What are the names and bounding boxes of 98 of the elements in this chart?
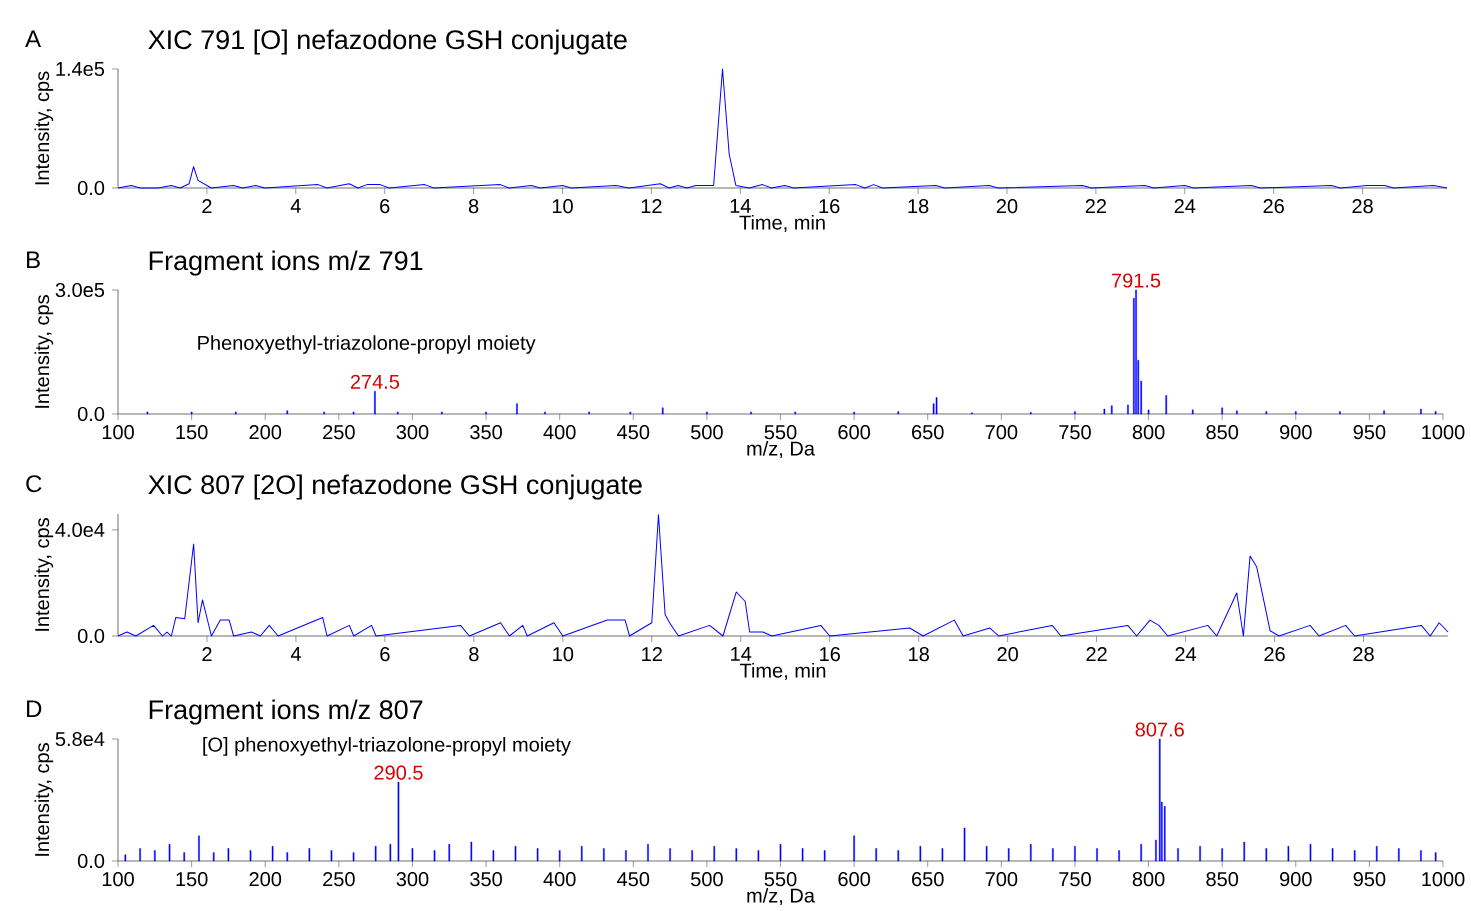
x-tick-label: 28 xyxy=(1352,199,1373,214)
chart-title: Fragment ions m/z 807 xyxy=(149,699,423,725)
x-tick-label: 300 xyxy=(396,425,429,440)
y-tick-label: 0.0 xyxy=(77,628,105,644)
x-tick-label: 950 xyxy=(1353,425,1386,440)
x-tick-label: 200 xyxy=(249,425,282,440)
y-tick-label: 0.0 xyxy=(77,406,105,422)
x-tick-label: 300 xyxy=(396,872,429,887)
x-tick-label: 24 xyxy=(1175,647,1197,662)
x-tick-label: 450 xyxy=(617,872,650,887)
x-tick-label: 550 xyxy=(764,425,797,440)
text: A xyxy=(25,30,42,47)
x-tick-label: 350 xyxy=(470,425,502,440)
x-tick-label: 6 xyxy=(380,199,390,214)
x-tick-label: 750 xyxy=(1059,872,1091,887)
x-tick-label: 650 xyxy=(912,425,944,440)
x-tick-label: 600 xyxy=(838,872,871,887)
x-tick-label: 10 xyxy=(553,647,574,662)
x-tick-label: 900 xyxy=(1280,425,1312,440)
x-tick-label: 2 xyxy=(202,199,212,214)
x-tick-label: 700 xyxy=(985,425,1018,440)
x-tick-label: 250 xyxy=(323,872,355,887)
x-tick-label: 800 xyxy=(1132,425,1165,440)
annotation: 791.5 xyxy=(1112,273,1161,288)
x-axis-title: m/z, Da xyxy=(747,440,815,459)
x-tick-label: 500 xyxy=(691,425,723,440)
x-tick-label: 900 xyxy=(1280,872,1312,887)
x-tick-label: 750 xyxy=(1059,425,1091,440)
x-tick-label: 150 xyxy=(176,425,208,440)
x-axis-title: Time, min xyxy=(739,214,825,233)
chart-title: XIC 807 [2O] nefazodone GSH conjugate xyxy=(148,474,642,500)
x-tick-label: 600 xyxy=(838,425,871,440)
y-axis-title: Intensity, cps xyxy=(34,518,54,631)
x-tick-label: 16 xyxy=(820,647,840,662)
x-tick-label: 8 xyxy=(468,199,479,214)
annotation: 807.6 xyxy=(1135,722,1184,737)
x-tick-label: 20 xyxy=(997,647,1018,662)
x-tick-label: 6 xyxy=(380,647,390,662)
y-tick-label: 4.0e4 xyxy=(55,522,105,537)
y-tick-label: 3.0e5 xyxy=(55,282,105,298)
x-tick-label: 18 xyxy=(909,647,929,662)
y-tick-label: 1.4e5 xyxy=(56,62,105,76)
x-tick-label: 2 xyxy=(202,647,212,662)
x-tick-label: 650 xyxy=(912,872,944,887)
x-tick-label: 8 xyxy=(469,647,479,662)
line-series xyxy=(117,68,1448,189)
x-axis-title: m/z, Da xyxy=(747,887,815,906)
y-tick-label: 0.0 xyxy=(77,180,105,196)
x-tick-label: 4 xyxy=(290,199,301,213)
x-tick-label: 400 xyxy=(543,425,576,440)
chart-title: XIC 791 [O] nefazodone GSH conjugate xyxy=(148,29,627,55)
y-axis-title: Intensity, cps xyxy=(34,295,54,408)
x-tick-label: 850 xyxy=(1206,425,1239,440)
x-tick-label: 12 xyxy=(642,647,662,662)
x-tick-label: 22 xyxy=(1085,199,1106,214)
x-tick-label: 500 xyxy=(691,872,723,887)
x-tick-label: 28 xyxy=(1353,647,1374,662)
x-tick-label: 800 xyxy=(1132,872,1165,887)
x-tick-label: 1000 xyxy=(1422,872,1465,887)
x-tick-label: 850 xyxy=(1206,872,1239,887)
x-tick-label: 12 xyxy=(641,199,662,214)
text: D xyxy=(27,700,42,718)
x-tick-label: 250 xyxy=(323,425,355,440)
y-tick-label: 5.8e4 xyxy=(55,731,105,747)
x-tick-label: 450 xyxy=(617,425,650,440)
y-tick-label: 0.0 xyxy=(77,853,105,869)
x-tick-label: 100 xyxy=(102,872,134,887)
chart-title: Fragment ions m/z 791 xyxy=(149,250,423,276)
x-tick-label: 100 xyxy=(102,425,134,440)
x-tick-label: 4 xyxy=(290,647,301,661)
x-tick-label: 14 xyxy=(731,647,752,661)
annotation: Phenoxyethyl-triazolone-propyl moiety xyxy=(198,335,536,354)
x-tick-label: 26 xyxy=(1264,647,1285,662)
x-tick-label: 350 xyxy=(470,872,502,887)
x-tick-label: 700 xyxy=(985,872,1018,887)
x-tick-label: 22 xyxy=(1086,647,1107,662)
x-tick-label: 16 xyxy=(819,199,840,214)
x-tick-label: 18 xyxy=(908,199,929,214)
x-axis-title: Time, min xyxy=(739,662,826,681)
x-tick-label: 20 xyxy=(996,199,1018,214)
x-tick-label: 950 xyxy=(1353,872,1386,887)
x-tick-label: 10 xyxy=(552,199,573,214)
y-axis-title: Intensity, cps xyxy=(34,743,54,856)
line-series xyxy=(117,514,1449,637)
x-tick-label: 24 xyxy=(1174,199,1196,214)
y-axis-title: Intensity, cps xyxy=(34,71,54,185)
x-tick-label: 26 xyxy=(1263,199,1284,214)
x-tick-label: 150 xyxy=(176,872,208,887)
annotation: 290.5 xyxy=(374,765,423,780)
text: C xyxy=(26,475,42,493)
annotation: [O] phenoxyethyl-triazolone-propyl moiety xyxy=(203,737,571,756)
x-tick-label: 200 xyxy=(249,872,282,887)
x-tick-label: 14 xyxy=(730,199,751,213)
annotation: 274.5 xyxy=(350,374,400,389)
x-tick-label: 1000 xyxy=(1422,425,1465,440)
x-tick-label: 550 xyxy=(764,872,797,887)
x-tick-label: 400 xyxy=(543,872,576,887)
text: B xyxy=(27,251,40,268)
